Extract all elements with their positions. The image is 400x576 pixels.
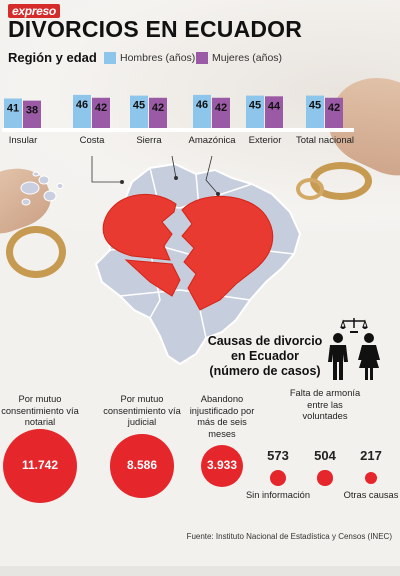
women-bar-4	[265, 96, 283, 128]
ring-small-image	[296, 178, 324, 200]
cause-value-4: 504	[314, 448, 336, 463]
leader-amazonica	[205, 155, 219, 195]
men-bar-3	[193, 94, 211, 128]
cause-label-0: Por mutuo consentimiento vía notarial	[1, 394, 79, 427]
region-label-2: Sierra	[136, 135, 162, 146]
province-line-5	[119, 289, 251, 301]
ring-left-image	[6, 226, 66, 278]
cause-bubble-3	[269, 469, 287, 487]
age-bar-chart: 41 38 Insular 46 42 Costa 45 42 Sierra 46 42 Amazón…	[2, 94, 354, 146]
broken-heart-left	[102, 193, 177, 261]
men-value-5: 45	[309, 100, 321, 112]
legend-women-label: Mujeres (años)	[212, 52, 283, 64]
broken-heart-right	[181, 195, 274, 311]
women-value-4: 44	[268, 100, 281, 112]
bar-chart-baseline	[2, 128, 354, 132]
women-value-0: 38	[26, 105, 38, 117]
region-label-4: Exterior	[249, 135, 282, 146]
broken-heart-bottom	[124, 259, 181, 297]
legend-men-label: Hombres (años)	[120, 52, 196, 64]
leader-dot-sierra	[174, 176, 178, 180]
ecuador-map	[20, 155, 302, 366]
galapagos-islands	[20, 171, 64, 206]
legend-men-swatch	[104, 52, 116, 64]
leader-sierra	[171, 155, 177, 179]
cause-value-1: 8.586	[126, 458, 158, 472]
scales-of-justice-icon	[340, 318, 368, 333]
men-value-3: 46	[196, 99, 208, 111]
cause-value-2: 3.933	[206, 458, 238, 472]
men-bar-5	[306, 95, 324, 128]
cause-bubble-2	[200, 444, 244, 488]
women-bar-0	[23, 100, 41, 128]
men-value-4: 45	[249, 100, 261, 112]
bottom-bar	[0, 566, 400, 576]
legend-women: Mujeres (años)	[196, 52, 282, 64]
man-icon	[328, 333, 348, 380]
women-value-2: 42	[152, 102, 164, 114]
men-bar-1	[73, 94, 91, 128]
leader-dot-costa	[120, 180, 124, 184]
cause-label-2: Abandono injustificado por más de seis m…	[189, 394, 255, 439]
legend-women-swatch	[196, 52, 208, 64]
women-bar-2	[149, 97, 167, 128]
region-label-3: Amazónica	[189, 135, 237, 146]
legend-men: Hombres (años)	[104, 52, 195, 64]
causes-bubble-chart: 11.742 Por mutuo consentimiento vía notar…	[0, 380, 400, 530]
women-value-5: 42	[328, 102, 340, 114]
cause-bubble-0	[3, 429, 77, 503]
women-value-1: 42	[95, 102, 107, 114]
cause-label-1: Por mutuo consentimiento vía judicial	[103, 394, 181, 427]
cause-bubble-4	[317, 470, 333, 486]
men-bar-4	[246, 95, 264, 128]
cause-bubble-5	[365, 472, 377, 484]
men-bar-0	[4, 98, 22, 128]
cause-value-3: 573	[267, 448, 289, 463]
women-value-3: 42	[215, 102, 227, 114]
page-title: DIVORCIOS EN ECUADOR	[8, 16, 303, 42]
chart-subtitle: Región y edad	[8, 50, 97, 65]
men-bar-2	[130, 95, 148, 128]
cause-label-4: Falta de armonía entre las voluntades	[289, 388, 361, 421]
woman-icon	[358, 333, 380, 380]
region-label-0: Insular	[9, 135, 38, 146]
cause-value-5: 217	[360, 448, 382, 463]
source-note: Fuente: Instituto Nacional de Estadístic…	[186, 532, 392, 541]
region-label-5: Total nacional	[296, 135, 354, 146]
leader-costa	[91, 156, 122, 183]
men-value-2: 45	[133, 100, 145, 112]
cause-label-3: Sin información	[245, 490, 311, 500]
brand-logo: expreso	[8, 4, 60, 18]
cause-label-5: Otras causas	[343, 490, 399, 500]
men-value-0: 41	[7, 102, 19, 114]
women-bar-5	[325, 97, 343, 128]
cause-bubble-1	[110, 434, 174, 498]
region-label-1: Costa	[80, 135, 106, 146]
women-bar-1	[92, 97, 110, 128]
leader-dot-amazonica	[216, 192, 220, 196]
women-bar-3	[212, 97, 230, 128]
men-value-1: 46	[76, 99, 88, 111]
causes-title: Causas de divorcio en Ecuador (número de…	[207, 334, 323, 378]
cause-value-0: 11.742	[21, 458, 59, 472]
